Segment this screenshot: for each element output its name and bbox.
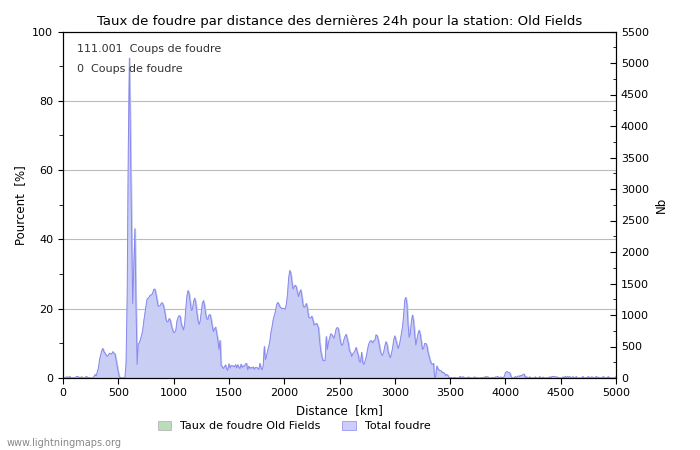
Text: 111.001  Coups de foudre: 111.001 Coups de foudre [77,44,221,54]
Title: Taux de foudre par distance des dernières 24h pour la station: Old Fields: Taux de foudre par distance des dernière… [97,14,582,27]
X-axis label: Distance  [km]: Distance [km] [296,404,383,417]
Text: 0  Coups de foudre: 0 Coups de foudre [77,64,183,74]
Legend: Taux de foudre Old Fields, Total foudre: Taux de foudre Old Fields, Total foudre [153,416,435,436]
Y-axis label: Pourcent  [%]: Pourcent [%] [14,165,27,245]
Text: www.lightningmaps.org: www.lightningmaps.org [7,438,122,448]
Y-axis label: Nb: Nb [654,197,668,213]
